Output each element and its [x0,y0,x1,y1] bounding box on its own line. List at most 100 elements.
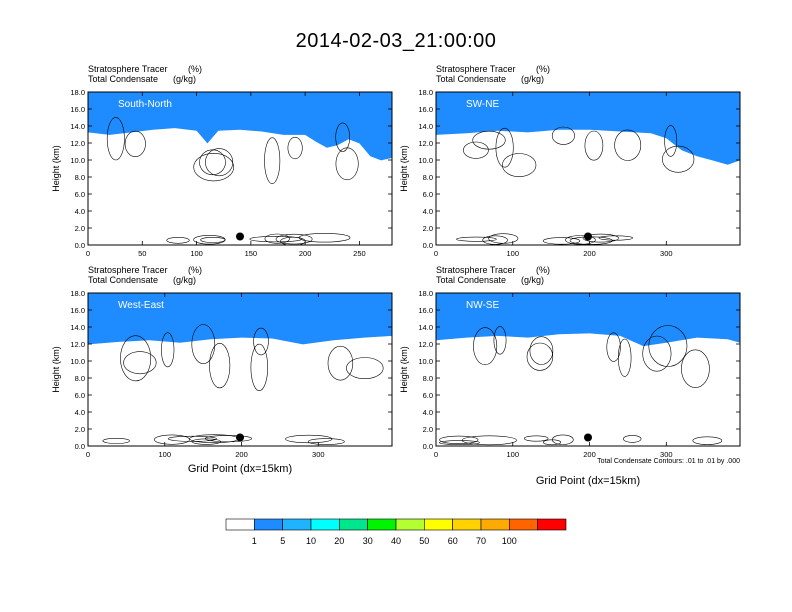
condensate-contour [565,235,596,245]
y-tick-label: 6.0 [423,190,433,199]
y-tick-label: 6.0 [75,391,85,400]
condensate-contour [124,130,146,157]
x-tick-label: 0 [434,450,438,459]
colorbar-swatch [282,518,312,531]
panel-1: Stratosphere Tracer (%) Total Condensate (g… [51,64,393,258]
condensate-contour [102,437,130,444]
header-tracer-unit: (%) [188,265,202,275]
condensate-contour [193,235,226,245]
condensate-contour [461,435,517,446]
colorbar-swatch [367,518,397,531]
condensate-contour [335,122,351,152]
y-axis-label: Height (km) [51,145,61,192]
condensate-contour [502,153,537,178]
y-tick-label: 18.0 [70,289,85,298]
y-tick-label: 8.0 [423,374,433,383]
condensate-contour [463,141,489,159]
condensate-contour [335,147,359,181]
y-tick-label: 14.0 [418,323,433,332]
condensate-contour [275,233,313,245]
condensate-contour [346,357,384,380]
contour-note: Total Condensate Contours: .01 to .01 by… [597,458,740,465]
y-tick-label: 18.0 [418,289,433,298]
condensate-contour [250,343,268,392]
header-tracer-name: Stratosphere Tracer [88,64,168,74]
condensate-contour [642,335,672,372]
x-tick-label: 50 [138,249,146,258]
x-tick-label: 100 [507,249,520,258]
y-tick-label: 0.0 [423,241,433,250]
x-tick-label: 100 [159,450,172,459]
x-axis-label-left: Grid Point (dx=15km) [188,463,292,475]
header-condensate-unit: (g/kg) [521,275,544,285]
colorbar-swatch [508,518,538,531]
condensate-contour [253,327,269,356]
y-tick-label: 10.0 [418,156,433,165]
panel-label: SW-NE [466,99,499,110]
header-tracer-unit: (%) [188,64,202,74]
plot-area [88,293,392,445]
condensate-contour [488,233,519,244]
y-tick-label: 6.0 [423,391,433,400]
y-tick-label: 2.0 [75,224,85,233]
plot-area [436,293,740,446]
condensate-contour [622,435,642,443]
colorbar-swatch [254,518,283,531]
x-tick-label: 250 [353,249,366,258]
location-marker [584,232,592,241]
x-axis-label-right: Grid Point (dx=15km) [536,475,640,487]
plot-frame [87,91,393,246]
condensate-contour [495,127,514,168]
panel-2: Stratosphere Tracer (%) Total Condensate (g… [399,64,741,258]
header-tracer-unit: (%) [536,64,550,74]
colorbar-swatch [423,518,453,531]
y-tick-label: 4.0 [423,408,433,417]
condensate-contour [529,336,554,365]
colorbar-label: 60 [448,536,458,546]
plot-area [88,92,392,245]
header-condensate-unit: (g/kg) [173,74,196,84]
condensate-contour [438,440,480,445]
condensate-contour [161,332,175,368]
y-tick-label: 8.0 [75,374,85,383]
plot-frame [435,91,741,246]
condensate-contour [614,129,642,161]
condensate-contour [472,130,506,150]
y-tick-label: 2.0 [423,224,433,233]
plot-frame [435,292,741,447]
colorbar: 1 5 10 20 30 40 50 60 70 100 [225,518,567,546]
colorbar-label: 50 [419,536,429,546]
condensate-contour [542,439,562,446]
header-condensate-name: Total Condensate [88,275,158,285]
y-tick-label: 10.0 [418,357,433,366]
condensate-contour [584,130,604,161]
header-condensate-name: Total Condensate [436,74,506,84]
condensate-contour [307,438,345,445]
y-tick-label: 8.0 [75,173,85,182]
condensate-contour [456,236,497,242]
condensate-contour [551,126,575,145]
colorbar-label: 5 [280,536,285,546]
x-tick-label: 200 [299,249,312,258]
condensate-contour [582,233,619,243]
y-tick-label: 12.0 [70,139,85,148]
condensate-contour [204,435,252,443]
colorbar-swatch [480,518,510,531]
x-tick-label: 200 [583,450,596,459]
colorbar-swatch [225,518,255,531]
y-tick-label: 8.0 [423,173,433,182]
condensate-contour [681,349,710,388]
y-tick-label: 16.0 [418,105,433,114]
x-tick-label: 100 [507,450,520,459]
header-tracer-name: Stratosphere Tracer [436,265,516,275]
condensate-contour [598,235,633,241]
header-tracer-unit: (%) [536,265,550,275]
condensate-contour [298,233,351,243]
y-tick-label: 10.0 [70,156,85,165]
condensate-contour [493,326,507,355]
y-tick-label: 2.0 [75,425,85,434]
y-tick-label: 12.0 [418,340,433,349]
condensate-contour [249,236,303,243]
condensate-contour [106,117,125,161]
